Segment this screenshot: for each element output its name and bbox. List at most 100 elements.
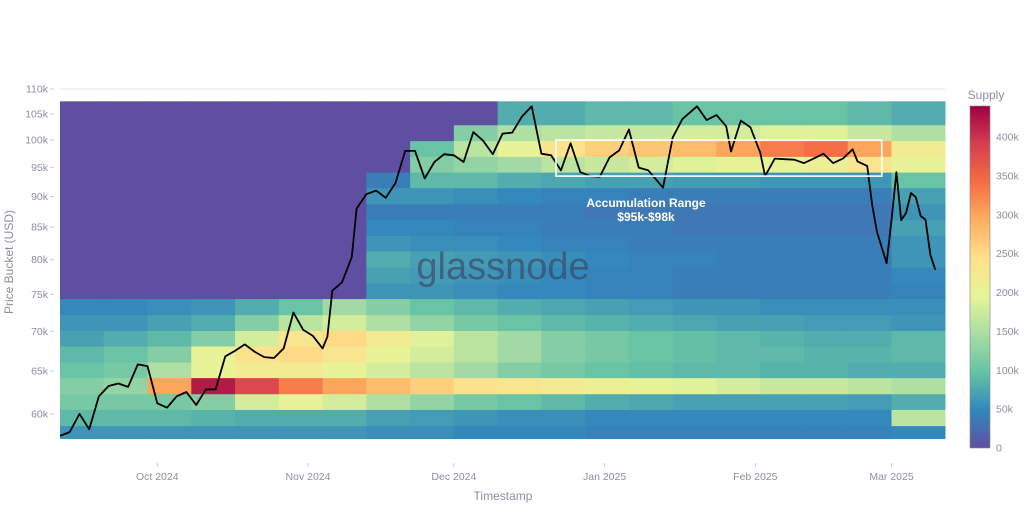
heatmap-cell [453, 140, 499, 157]
heatmap-cell [672, 298, 717, 316]
colorbar [969, 105, 991, 449]
heatmap-cell [585, 203, 630, 221]
heatmap-cell [541, 298, 586, 316]
heatmap-cell [453, 251, 499, 268]
heatmap-cell [497, 124, 542, 142]
heatmap-cell [803, 219, 849, 236]
heatmap-cell [585, 235, 630, 252]
heatmap-cell [497, 172, 542, 189]
heatmap-cell [891, 267, 946, 284]
heatmap-cell [147, 377, 192, 395]
heatmap-cell [147, 251, 192, 268]
colorbar-ticks: 0 50k 100k 150k 200k 250k 300k 350k 400k [996, 132, 1020, 455]
heatmap-cell [410, 203, 455, 221]
heatmap-cell [191, 298, 236, 316]
heatmap-cell [847, 361, 893, 379]
heatmap-cell [760, 267, 805, 284]
heatmap-cell [235, 425, 280, 440]
heatmap-cell [103, 393, 149, 410]
accumulation-range-box [555, 139, 883, 177]
heatmap-cell [453, 346, 499, 363]
heatmap-cell [191, 282, 236, 300]
heatmap-cell [278, 101, 324, 126]
heatmap-cell [147, 101, 192, 126]
heatmap-cell [147, 298, 192, 316]
heatmap-cell [497, 346, 542, 363]
colorbar-tick-label: 350k [996, 170, 1020, 182]
heatmap-cell [585, 219, 630, 236]
heatmap-cell [103, 298, 149, 316]
heatmap-cell [803, 314, 849, 331]
colorbar-tick-label: 50k [996, 404, 1014, 416]
heatmap-cell [585, 425, 630, 440]
heatmap-cell [60, 219, 105, 236]
heatmap-cell [410, 187, 455, 205]
heatmap-cell [716, 409, 761, 427]
heatmap-cell [847, 425, 893, 440]
y-tick-label: 65k [31, 365, 49, 377]
heatmap-cell [891, 251, 946, 268]
heatmap-cell [497, 235, 542, 252]
heatmap-cell [891, 187, 946, 205]
heatmap-cell [410, 251, 455, 268]
heatmap-cell [235, 361, 280, 379]
heatmap-cell [60, 298, 105, 316]
heatmap-cell [760, 393, 805, 410]
heatmap-cell [453, 124, 499, 142]
heatmap-cell [60, 140, 105, 157]
heatmap-cell [672, 251, 717, 268]
heatmap-cell [716, 187, 761, 205]
heatmap-cell [497, 393, 542, 410]
heatmap-cell [60, 124, 105, 142]
heatmap-cell [497, 298, 542, 316]
heatmap-cell [103, 409, 149, 427]
y-tick-label: 85k [31, 222, 49, 234]
heatmap-cell [60, 361, 105, 379]
heatmap-cell [103, 235, 149, 252]
x-tick-label: Feb 2025 [733, 471, 778, 483]
heatmap-cell [366, 140, 411, 157]
heatmap-cell [847, 346, 893, 363]
heatmap-cell [103, 314, 149, 331]
heatmap-cell [191, 267, 236, 284]
heatmap-cell [628, 330, 674, 347]
heatmap-cell [497, 330, 542, 347]
heatmap-cell [235, 346, 280, 363]
heatmap-cell [147, 219, 192, 236]
heatmap-cell [716, 156, 761, 173]
y-tick-label: 60k [31, 408, 49, 420]
heatmap-cell [891, 235, 946, 252]
price-line [60, 105, 937, 437]
heatmap-cell [716, 101, 761, 126]
heatmap-cell [410, 124, 455, 142]
y-tick-label: 90k [31, 191, 49, 203]
heatmap-cell [585, 393, 630, 410]
heatmap-cell [191, 425, 236, 440]
x-tick-label: Oct 2024 [136, 471, 179, 483]
y-tick-label: 70k [31, 326, 49, 338]
heatmap-cell [672, 187, 717, 205]
heatmap-cell [803, 267, 849, 284]
heatmap-cell [672, 172, 717, 189]
heatmap-cell [322, 298, 367, 316]
heatmap-cell [760, 124, 805, 142]
heatmap-cell [716, 314, 761, 331]
heatmap-cell [585, 282, 630, 300]
heatmap-cell [453, 298, 499, 316]
heatmap-cell [585, 361, 630, 379]
heatmap-cell [847, 124, 893, 142]
heatmap-cell [585, 172, 630, 189]
y-tick-label: 75k [31, 289, 49, 301]
heatmap-cell [716, 377, 761, 395]
heatmap-cell [672, 330, 717, 347]
heatmap-cell [235, 298, 280, 316]
heatmap-cell [497, 282, 542, 300]
heatmap-cell [585, 330, 630, 347]
heatmap-cell [541, 187, 586, 205]
heatmap-cell [803, 330, 849, 347]
heatmap-cell [716, 425, 761, 440]
heatmap-cell [191, 124, 236, 142]
y-axis-ticks: 60k 65k 70k 75k 80k 85k 90k 95k 100k 105k 110k [25, 84, 54, 420]
heatmap-cell [410, 425, 455, 440]
heatmap-cell [803, 346, 849, 363]
